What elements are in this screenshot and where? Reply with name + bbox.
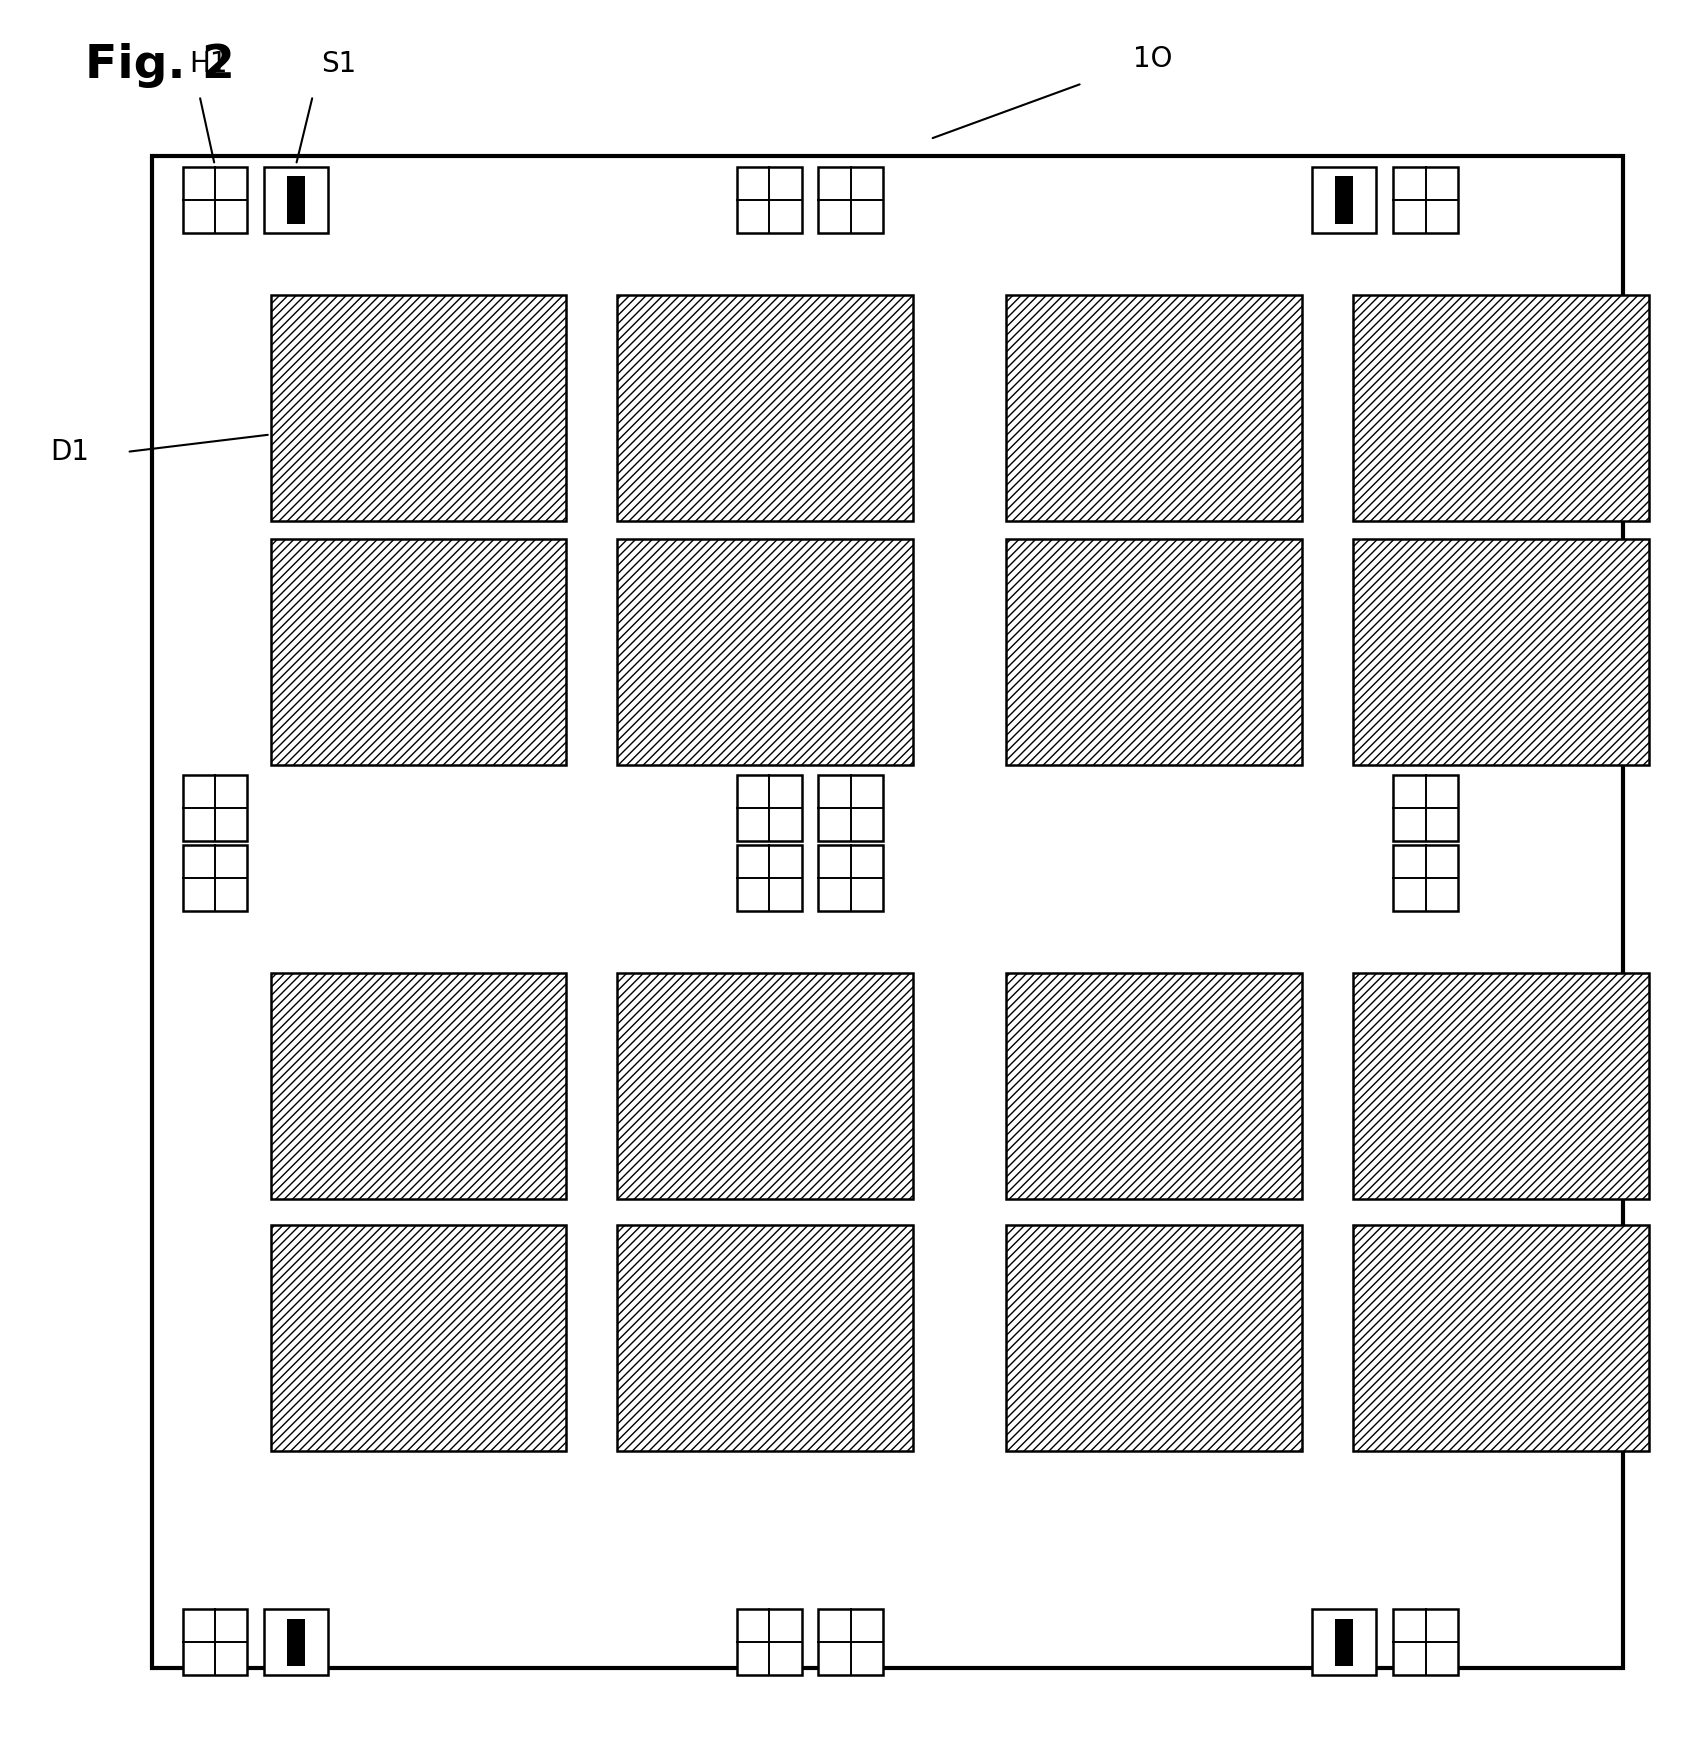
Bar [264, 167, 328, 233]
Bar [271, 539, 566, 765]
Bar [1353, 539, 1649, 765]
Bar [1312, 167, 1376, 233]
Text: H1: H1 [189, 50, 228, 78]
Bar [617, 973, 913, 1199]
Bar [818, 167, 883, 233]
Bar [818, 775, 883, 841]
Bar [183, 167, 247, 233]
Bar [737, 1609, 802, 1675]
Bar [818, 1609, 883, 1675]
Bar [617, 295, 913, 521]
Bar [818, 845, 883, 911]
Bar [287, 176, 304, 224]
Text: 1O: 1O [1133, 45, 1172, 73]
Bar [1393, 1609, 1458, 1675]
Bar [1393, 775, 1458, 841]
Bar [1353, 973, 1649, 1199]
Bar [1353, 295, 1649, 521]
Bar [1393, 845, 1458, 911]
Bar [271, 1225, 566, 1451]
Bar [1006, 295, 1302, 521]
Bar [264, 1609, 328, 1675]
Bar [287, 1618, 304, 1667]
Bar [1336, 1618, 1353, 1667]
Bar [1393, 167, 1458, 233]
Bar [617, 1225, 913, 1451]
Bar [183, 845, 247, 911]
Bar [152, 156, 1623, 1668]
Bar [1353, 1225, 1649, 1451]
Bar [271, 973, 566, 1199]
Bar [1006, 539, 1302, 765]
Bar [1006, 1225, 1302, 1451]
Bar [1006, 973, 1302, 1199]
Bar [737, 845, 802, 911]
Bar [1312, 1609, 1376, 1675]
Bar [271, 295, 566, 521]
Text: Fig. 2: Fig. 2 [85, 43, 235, 89]
Bar [617, 539, 913, 765]
Text: D1: D1 [51, 438, 90, 466]
Bar [1336, 176, 1353, 224]
Bar [737, 167, 802, 233]
Bar [183, 1609, 247, 1675]
Bar [183, 775, 247, 841]
Bar [737, 775, 802, 841]
Text: S1: S1 [321, 50, 357, 78]
